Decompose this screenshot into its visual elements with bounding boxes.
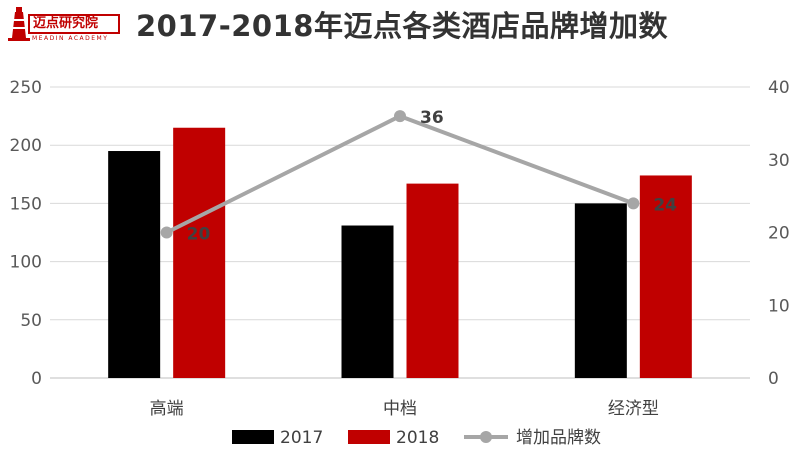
category-label: 中档 xyxy=(383,399,417,419)
legend-swatch xyxy=(232,430,274,444)
y-tick-label: 200 xyxy=(10,136,42,156)
logo-frame xyxy=(28,14,120,34)
y2-tick-label: 10 xyxy=(768,296,790,316)
y-tick-label: 250 xyxy=(10,78,42,98)
bar xyxy=(574,203,627,378)
y2-tick-label: 40 xyxy=(768,78,790,98)
y-tick-label: 50 xyxy=(20,311,42,331)
data-label: 20 xyxy=(187,225,211,245)
legend-label: 2018 xyxy=(396,428,439,448)
legend-label: 2017 xyxy=(280,428,323,448)
brand-logo: 迈点研究院 MEADIN ACADEMY xyxy=(6,6,124,46)
legend-label: 增加品牌数 xyxy=(516,428,601,448)
line-series: 20 36 24 xyxy=(160,108,677,245)
bar xyxy=(173,127,226,379)
y2-tick-label: 20 xyxy=(768,224,790,244)
legend: 2017 2018 增加品牌数 xyxy=(232,428,601,448)
chart-title: 2017-2018年迈点各类酒店品牌增加数 xyxy=(136,9,668,43)
y-tick-label: 150 xyxy=(10,194,42,214)
legend-marker xyxy=(480,431,492,443)
category-label: 高端 xyxy=(150,399,184,419)
legend-swatch xyxy=(348,430,390,444)
logo-text: 迈点研究院 xyxy=(33,16,99,31)
bar xyxy=(406,183,459,378)
category-labels: 高端 中档 经济型 xyxy=(150,399,659,419)
bar xyxy=(108,151,161,378)
y2-tick-label: 0 xyxy=(768,369,779,389)
line-point xyxy=(627,197,640,210)
y2-tick-label: 30 xyxy=(768,151,790,171)
line-point xyxy=(160,226,173,239)
bar xyxy=(639,175,692,378)
left-axis-ticks: 0 50 100 150 200 250 xyxy=(10,78,42,389)
y-tick-label: 100 xyxy=(10,253,42,273)
right-axis-ticks: 0 10 20 30 40 xyxy=(768,78,790,389)
data-label: 24 xyxy=(653,195,677,215)
bar xyxy=(341,225,394,378)
logo-subtext: MEADIN ACADEMY xyxy=(32,35,109,42)
line-path xyxy=(165,114,635,235)
line-point xyxy=(394,110,406,123)
data-label: 36 xyxy=(420,108,444,128)
y-tick-label: 0 xyxy=(31,369,42,389)
bars xyxy=(108,127,692,379)
category-label: 经济型 xyxy=(608,399,659,419)
lighthouse-icon xyxy=(8,7,30,41)
